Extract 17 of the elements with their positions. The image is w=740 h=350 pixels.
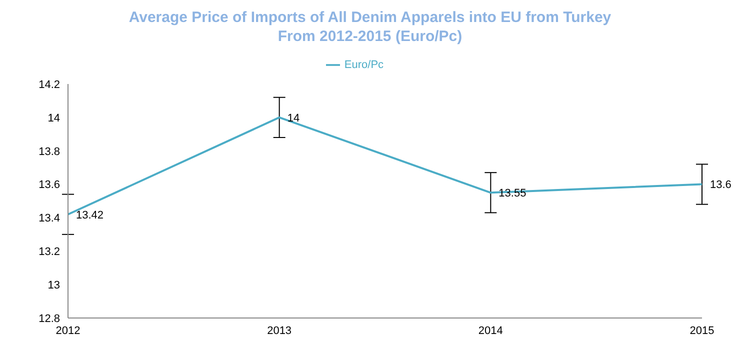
y-tick-label: 14.2 (38, 78, 60, 91)
chart-title: Average Price of Imports of All Denim Apparels into EU from Turkey From 2012-2015 (Euro/Pc) (128, 8, 612, 47)
x-tick-label: 2012 (56, 324, 80, 337)
x-tick-label: 2015 (690, 324, 714, 337)
y-tick-label: 13 (48, 279, 60, 292)
x-tick-label: 2013 (267, 324, 292, 337)
data-label: 13.6 (710, 179, 732, 192)
y-tick-label: 12.8 (38, 312, 60, 325)
y-tick-label: 14 (48, 112, 60, 124)
x-tick-label: 2014 (478, 324, 503, 337)
y-tick-label: 13.6 (38, 179, 60, 192)
data-label: 13.42 (76, 209, 104, 222)
y-tick-label: 13.4 (38, 212, 60, 225)
y-tick-label: 13.2 (38, 246, 60, 258)
y-tick-label: 13.8 (38, 146, 60, 158)
legend-label: Euro/Pc (344, 58, 384, 71)
data-label: 14 (287, 112, 300, 124)
